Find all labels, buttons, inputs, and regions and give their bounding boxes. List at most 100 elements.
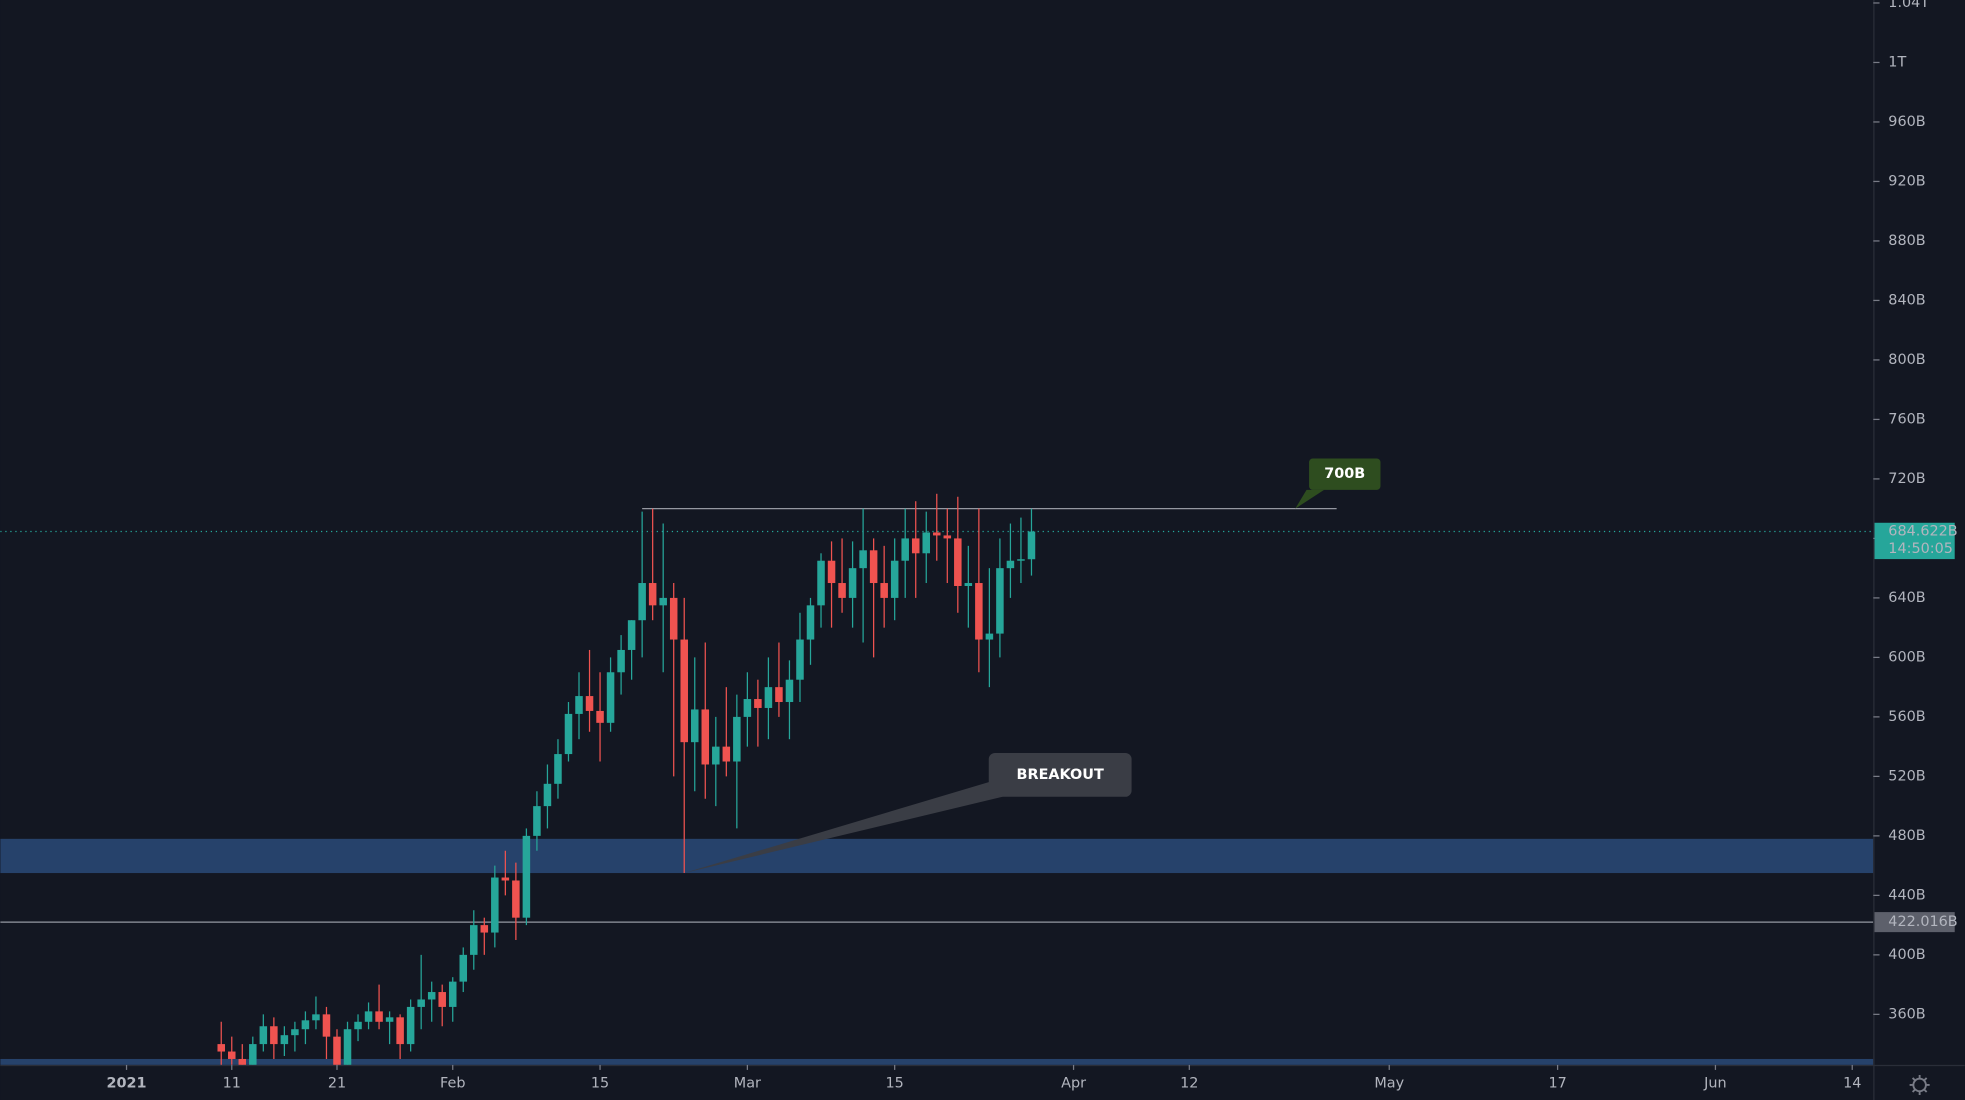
candle: [396, 1014, 404, 1059]
settings-icon[interactable]: [1909, 1074, 1930, 1095]
candle: [533, 791, 541, 851]
candle-body: [806, 605, 815, 640]
candle: [427, 981, 436, 1022]
candle-body: [291, 1029, 299, 1036]
candle: [669, 583, 678, 777]
candle: [817, 553, 825, 628]
candle: [301, 1011, 310, 1045]
y-tick-label: 800B: [1888, 352, 1925, 368]
candle-body: [543, 783, 552, 807]
x-tick-label: Mar: [734, 1076, 761, 1092]
candle: [259, 1014, 268, 1052]
candle: [522, 828, 531, 926]
candle: [838, 538, 846, 613]
candle-body: [901, 538, 909, 561]
candle: [343, 1021, 352, 1065]
candle-body: [911, 538, 920, 554]
x-tick-label: 21: [328, 1076, 346, 1092]
y-tick-label: 480B: [1888, 828, 1925, 844]
candle-body: [564, 713, 573, 755]
candle-body: [522, 835, 531, 918]
candle-body: [343, 1029, 352, 1065]
y-tick-label: 920B: [1888, 173, 1925, 189]
candle-body: [617, 649, 625, 673]
candle-body: [406, 1006, 415, 1045]
resistance-callout-box: [1309, 458, 1381, 490]
candle-body: [1017, 559, 1025, 561]
candle: [890, 538, 899, 621]
candle-body: [501, 877, 510, 881]
candle: [880, 545, 888, 628]
candle: [754, 679, 762, 747]
x-tick-label: May: [1374, 1076, 1404, 1092]
candle: [406, 999, 415, 1052]
y-tick-label: 720B: [1888, 471, 1925, 487]
candle: [1006, 523, 1015, 598]
candle-body: [585, 696, 594, 711]
x-tick-label: Jun: [1703, 1076, 1727, 1092]
candle-body: [964, 583, 973, 587]
candle: [985, 568, 994, 688]
y-tick-label: 520B: [1888, 768, 1925, 784]
candle: [922, 511, 931, 584]
candle-body: [627, 620, 636, 650]
candle: [480, 917, 489, 955]
candle: [312, 996, 320, 1030]
candle-body: [712, 746, 720, 765]
candle: [796, 612, 804, 703]
candle-body: [480, 925, 489, 933]
candle: [859, 508, 867, 643]
candle: [933, 493, 941, 561]
candle-body: [491, 877, 499, 933]
candle: [648, 508, 657, 621]
candle: [764, 657, 773, 740]
candle-body: [238, 1058, 247, 1065]
candle-body: [322, 1014, 331, 1037]
candle: [438, 984, 446, 1027]
candle-body: [375, 1011, 383, 1022]
candle-body: [259, 1026, 268, 1045]
candle-body: [364, 1011, 373, 1022]
breakout-pointer: [684, 781, 1003, 874]
resistance-callout-pointer: [1295, 489, 1325, 509]
resistance-label: 700B: [1324, 466, 1365, 482]
candle: [501, 850, 510, 896]
x-tick-label: 15: [886, 1076, 904, 1092]
x-tick-label: 11: [223, 1076, 241, 1092]
candle-body: [396, 1017, 404, 1045]
candle-body: [270, 1026, 278, 1045]
candle-body: [669, 597, 678, 640]
y-tick-label: 400B: [1888, 947, 1925, 963]
candle: [848, 541, 857, 628]
x-tick-label: 12: [1180, 1076, 1198, 1092]
y-tick-label: 560B: [1888, 709, 1925, 725]
candle-body: [680, 639, 688, 743]
candle: [333, 1029, 341, 1065]
candle: [869, 538, 878, 658]
candle-body: [848, 568, 857, 598]
candle: [827, 541, 836, 628]
gear-teeth[interactable]: [1909, 1074, 1930, 1095]
candle-body: [470, 925, 478, 955]
y-tick-label: 1.04T: [1888, 0, 1929, 11]
candle: [459, 947, 468, 993]
candle: [470, 910, 478, 970]
candle: [491, 865, 499, 948]
candle-body: [438, 992, 446, 1007]
candle-body: [1006, 560, 1015, 569]
candle: [901, 508, 909, 598]
x-tick-label: 2021: [107, 1076, 147, 1092]
candle-body: [869, 550, 878, 584]
candle: [806, 597, 815, 665]
candle-body: [690, 709, 699, 743]
candle: [1017, 517, 1025, 584]
zone: [0, 838, 1874, 874]
candle: [712, 716, 720, 807]
candle-body: [448, 981, 457, 1007]
candle-body: [659, 597, 667, 606]
y-tick-label: 640B: [1888, 590, 1925, 606]
candle-body: [890, 560, 899, 598]
candle-body: [796, 639, 804, 680]
